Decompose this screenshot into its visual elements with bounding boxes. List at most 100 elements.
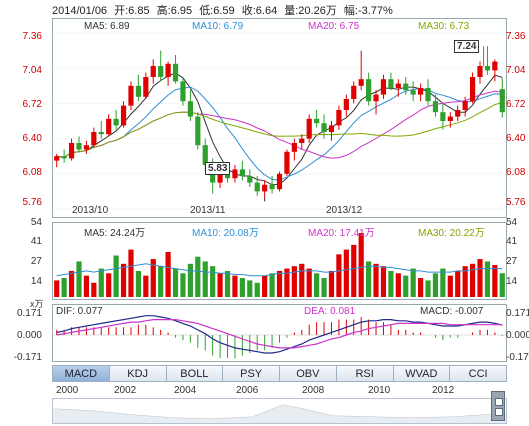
volume-bar [388, 270, 394, 297]
candle-body [98, 132, 104, 135]
price-tick-left: 6.72 [22, 99, 42, 110]
candle-body [232, 169, 238, 179]
candle-body [395, 83, 401, 88]
price-panel[interactable] [52, 18, 507, 218]
candle-body [224, 173, 231, 179]
volume-bar [299, 263, 305, 297]
volume-bar [269, 273, 275, 297]
volume-bar [120, 263, 127, 297]
candle-body [447, 116, 453, 121]
dea-line [56, 319, 503, 349]
volume-bar [432, 273, 439, 297]
quote-open: 开:6.85 [114, 5, 150, 17]
handle-grip-icon [495, 408, 503, 416]
tab-rsi[interactable]: RSI [336, 365, 394, 382]
candle-body [172, 63, 179, 82]
range-overview[interactable] [52, 391, 507, 424]
dif-legend: DIF: 0.077 [56, 306, 103, 317]
volume-bar [135, 270, 142, 297]
candle-body [299, 138, 305, 143]
volume-bar [417, 278, 424, 297]
volume-bar [306, 268, 312, 297]
year-label: 2008 [302, 385, 325, 396]
volume-bar [462, 266, 468, 297]
volume-bar [61, 278, 67, 297]
volume-bar [262, 275, 268, 297]
quote-date: 2014/01/06 [52, 5, 108, 17]
volume-bar [143, 275, 149, 297]
price-tick-right: 6.08 [506, 167, 526, 178]
range-slider-handle[interactable] [491, 391, 505, 421]
macd-tick-right: 0.171 [506, 308, 529, 319]
volume-bar [247, 280, 253, 297]
price-tick-left: 7.04 [22, 65, 42, 76]
tab-psy[interactable]: PSY [223, 365, 280, 382]
tab-wvad[interactable]: WVAD [393, 365, 451, 382]
volume-bar [440, 268, 446, 297]
price-tick-left: 7.36 [22, 31, 42, 42]
volume-bar [291, 266, 297, 297]
price-tick-right: 6.72 [506, 99, 526, 110]
volume-bar [447, 275, 453, 297]
candle-body [239, 169, 245, 176]
candle-body [276, 173, 283, 190]
volume-bar [395, 273, 401, 297]
tab-boll[interactable]: BOLL [166, 365, 224, 382]
vol-tick-right: 41 [506, 236, 518, 247]
tab-macd[interactable]: MACD [52, 365, 110, 382]
vol-tick-right: 14 [506, 276, 518, 287]
ma10-legend: MA10: 6.79 [192, 21, 244, 32]
vol-tick-left: 54 [30, 217, 42, 228]
macd-panel[interactable] [52, 304, 507, 362]
ma20-legend: MA20: 6.75 [308, 21, 360, 32]
volume-bar [455, 270, 461, 297]
volume-bar [54, 280, 60, 297]
volume-bar [239, 278, 245, 297]
volume-bar [351, 244, 357, 297]
volume-bar [321, 278, 327, 297]
vol-tick-left: 14 [30, 276, 42, 287]
volume-chart[interactable] [53, 223, 506, 299]
vol-ma5-legend: MA5: 24.24万 [84, 228, 146, 239]
volume-bar [91, 282, 97, 297]
volume-bar [284, 268, 290, 297]
candle-body [284, 151, 290, 174]
macd-tick-right: -0.171 [506, 352, 529, 363]
volume-panel[interactable] [52, 222, 507, 300]
candle-body [202, 145, 208, 165]
date-tick: 2013/10 [72, 205, 109, 216]
volume-bar [425, 280, 431, 297]
volume-bar [158, 266, 164, 297]
macd-chart[interactable] [53, 305, 506, 361]
volume-bar [254, 282, 260, 297]
volume-bar [150, 259, 156, 297]
volume-bar [195, 256, 201, 297]
tab-obv[interactable]: OBV [280, 365, 337, 382]
candlestick-chart[interactable] [53, 19, 506, 217]
volume-bar [499, 273, 505, 297]
candle-body [91, 132, 97, 146]
handle-grip-icon [495, 398, 503, 406]
vol-ma10-legend: MA10: 20.08万 [192, 228, 259, 239]
macd-legend: MACD: -0.007 [420, 306, 484, 317]
candle-body [187, 101, 193, 117]
year-label: 2006 [236, 385, 259, 396]
year-label: 2000 [56, 385, 79, 396]
candle-body [306, 118, 312, 139]
tab-kdj[interactable]: KDJ [109, 365, 167, 382]
vol-tick-right: 27 [506, 256, 518, 267]
volume-bar [314, 273, 320, 297]
overview-sparkline [52, 404, 507, 423]
volume-bar [172, 268, 179, 297]
candle-body [158, 66, 164, 77]
candle-body [373, 94, 379, 102]
candle-body [440, 112, 446, 121]
volume-unit: x万 [30, 299, 44, 309]
candle-body [366, 79, 372, 102]
tab-cci[interactable]: CCI [450, 365, 507, 382]
quote-close: 收:6.64 [241, 5, 278, 17]
volume-bar [217, 273, 223, 297]
candle-body [403, 83, 409, 91]
year-label: 2012 [432, 385, 455, 396]
macd-tick-left: 0.171 [16, 308, 42, 319]
